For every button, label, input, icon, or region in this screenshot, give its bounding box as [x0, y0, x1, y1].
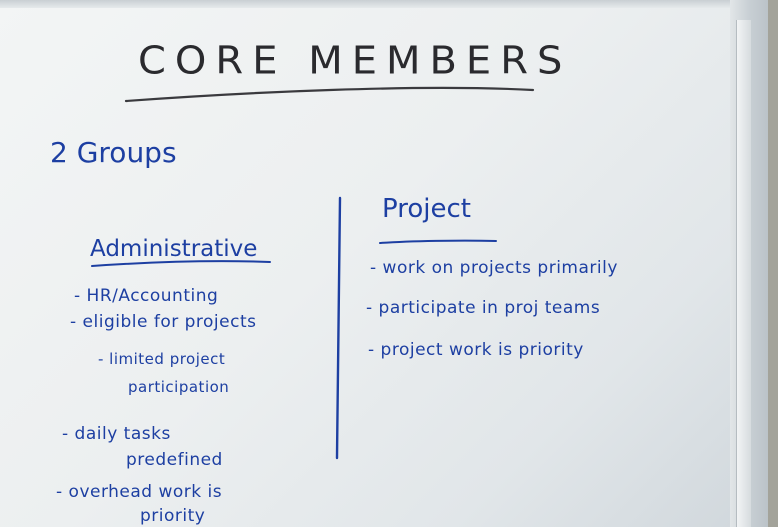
marker-tray [736, 20, 751, 527]
administrative-heading: Administrative [90, 236, 258, 262]
project-underline [379, 239, 497, 244]
column-divider [335, 196, 342, 460]
project-heading: Project [382, 194, 471, 224]
administrative-item: predefined [126, 450, 223, 470]
groups-heading: 2 Groups [50, 136, 177, 169]
project-item: - work on projects primarily [370, 258, 618, 278]
board-title: CORE MEMBERS [138, 39, 572, 83]
administrative-item: - daily tasks [62, 424, 171, 444]
administrative-subitem: - limited project [98, 350, 226, 368]
project-item: - project work is priority [368, 340, 584, 360]
project-item: - participate in proj teams [366, 298, 601, 318]
administrative-item: - HR/Accounting [74, 286, 219, 306]
wall-background [768, 0, 778, 527]
administrative-item: - eligible for projects [70, 312, 257, 332]
administrative-item: - overhead work is [56, 482, 223, 502]
whiteboard-frame-top [0, 0, 778, 8]
administrative-subitem: participation [128, 378, 230, 396]
administrative-item: priority [140, 506, 206, 526]
title-underline [124, 86, 535, 103]
